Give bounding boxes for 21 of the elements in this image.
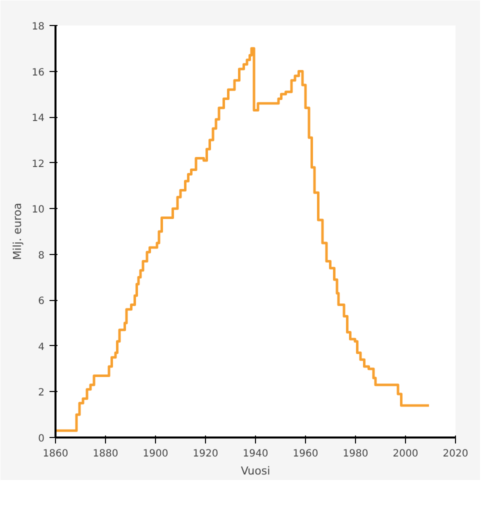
x-tick-label: 1980 [342,448,368,460]
y-tick-label: 0 [38,434,45,444]
y-tick-label: 10 [32,204,45,216]
x-tick-label: 1960 [292,448,318,460]
y-tick-label: 2 [38,388,45,399]
x-tick-label: 1920 [192,448,218,460]
y-axis-title: Milj. euroa [10,202,24,260]
y-tick-label: 6 [38,296,45,308]
x-axis-title: Vuosi [240,464,270,478]
x-tick-label: 1860 [42,448,68,460]
y-tick-label: 12 [32,158,45,170]
y-tick-label: 16 [32,67,45,78]
x-tick-label: 2000 [392,448,418,460]
y-tick-label: 18 [32,22,45,32]
y-tick-label: 14 [32,113,45,124]
x-tick-label: 1880 [92,448,118,460]
y-tick-label: 8 [38,250,45,262]
y-tick-label: 4 [38,342,45,353]
x-tick-label: 1940 [242,448,268,460]
x-tick-label: 1900 [142,448,168,460]
x-tick-label: 2020 [442,448,468,460]
